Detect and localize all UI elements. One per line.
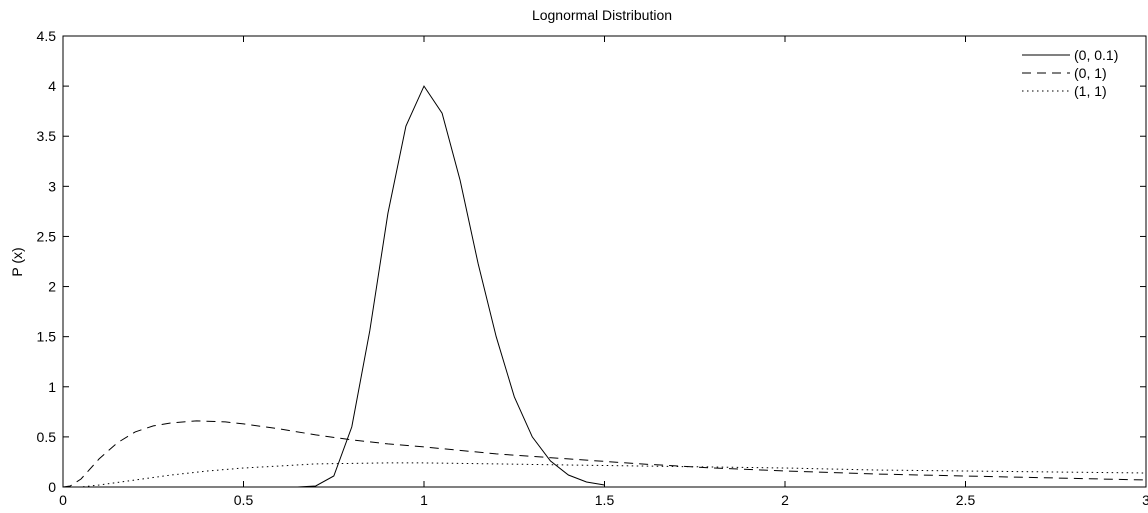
x-tick-label: 1 <box>420 492 428 508</box>
y-tick-label: 3 <box>48 178 56 194</box>
axes-box <box>62 35 1147 488</box>
y-axis-ticks: 0 0.5 1 1.5 2 2.5 3 3.5 4 4.5 <box>37 28 1146 495</box>
legend: (0, 0.1) (0, 1) (1, 1) <box>1022 47 1118 99</box>
series-line-1 <box>62 420 1147 488</box>
x-tick-label: 1.5 <box>595 492 615 508</box>
x-tick-label: 3 <box>1142 492 1148 508</box>
y-tick-label: 0.5 <box>37 429 57 445</box>
x-tick-label: 2.5 <box>956 492 976 508</box>
y-tick-label: 1 <box>48 379 56 395</box>
legend-label-2: (1, 1) <box>1074 83 1107 99</box>
y-tick-label: 4.5 <box>37 28 57 44</box>
y-axis-label: P (x) <box>9 247 25 276</box>
x-tick-label: 0 <box>59 492 67 508</box>
series-layer <box>62 85 1147 488</box>
legend-label-1: (0, 1) <box>1074 65 1107 81</box>
x-tick-label: 2 <box>781 492 789 508</box>
series-line-0 <box>297 85 605 488</box>
legend-label-0: (0, 0.1) <box>1074 47 1118 63</box>
series-line-2 <box>63 462 1147 488</box>
chart-title: Lognormal Distribution <box>532 7 672 23</box>
y-tick-label: 2 <box>48 279 56 295</box>
y-tick-label: 2.5 <box>37 228 57 244</box>
y-tick-label: 4 <box>48 78 56 94</box>
plot-area: 0 0.5 1 1.5 2 2.5 3 0 0.5 1 1.5 2 2.5 3 3.5 4 4.5 <box>37 28 1148 508</box>
y-tick-label: 0 <box>48 479 56 495</box>
y-tick-label: 1.5 <box>37 329 57 345</box>
y-tick-label: 3.5 <box>37 128 57 144</box>
x-tick-label: 0.5 <box>234 492 254 508</box>
x-axis-ticks: 0 0.5 1 1.5 2 2.5 3 <box>59 36 1148 508</box>
